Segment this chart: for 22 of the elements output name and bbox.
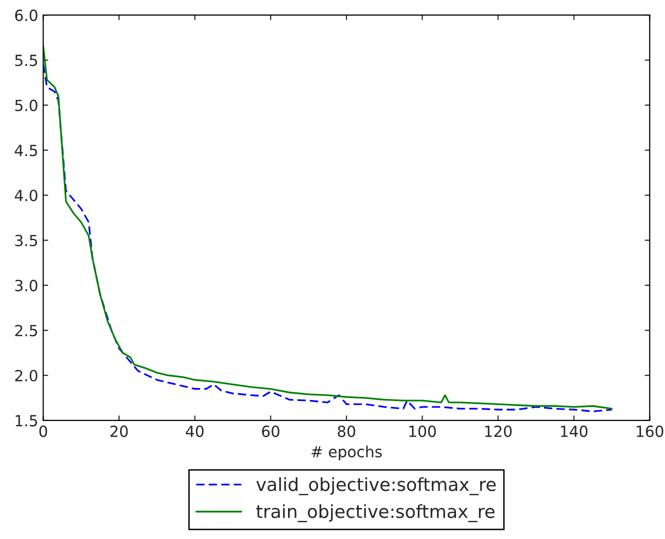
x-tick-label: 80	[338, 426, 356, 438]
y-tick-label: 5.0	[15, 100, 38, 112]
y-tick-label: 1.5	[16, 415, 38, 426]
x-axis-title: # epochs	[312, 446, 382, 460]
x-tick-label: 120	[485, 426, 512, 438]
y-tick-label: 4.0	[14, 190, 38, 202]
legend-label: valid_objective:softmax_re	[256, 477, 496, 496]
y-tick-label: 6.0	[15, 10, 38, 22]
x-tick-label: 100	[409, 426, 436, 438]
x-tick-label: 160	[636, 426, 664, 438]
x-tick-label: 60	[262, 426, 280, 438]
y-tick-label: 2.0	[15, 370, 38, 382]
x-tick-label: 40	[186, 426, 204, 438]
y-tick-label: 3.5	[15, 234, 38, 246]
x-tick-label: 0	[39, 426, 48, 438]
x-tick-label: 140	[560, 426, 588, 438]
legend-label: train_objective:softmax_re	[256, 504, 495, 522]
y-tick-label: 4.5	[14, 144, 38, 156]
y-tick-label: 5.5	[15, 54, 38, 66]
y-tick-label: 3.0	[15, 280, 38, 292]
x-tick-label: 20	[110, 426, 128, 438]
y-tick-label: 2.5	[15, 324, 38, 336]
